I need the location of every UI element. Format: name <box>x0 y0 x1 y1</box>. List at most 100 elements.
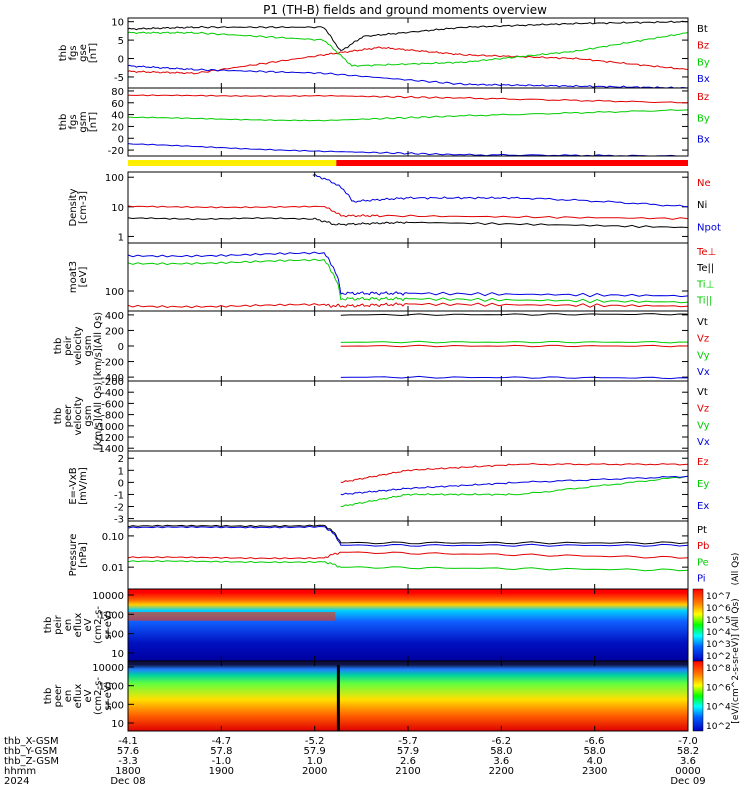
y-label-line: [mV/m] <box>78 467 89 505</box>
legend-entry: Te|| <box>696 263 714 274</box>
series-Ex <box>340 475 689 496</box>
x-row-value: Dec 09 <box>670 776 705 787</box>
panel-peir_spec: thb peir en eflux eV (cm2-s-sr-eV)10000100010… <box>43 588 741 724</box>
series-Bz <box>127 94 689 104</box>
panel-vel_elec: thb peer velocity gsm [km/s](All Qs)-200-400… <box>53 377 710 455</box>
y-tick-label: 0.10 <box>102 532 124 543</box>
legend-entry: Vt <box>697 317 708 328</box>
y-label-line: [eV] <box>78 267 89 288</box>
x-row-value: 57.9 <box>397 746 419 757</box>
y-tick-label: 0.01 <box>102 563 124 574</box>
legend-entry: Bz <box>697 41 709 52</box>
y-tick-label: -200 <box>101 358 124 369</box>
y-tick-label: 100 <box>105 700 124 711</box>
panel-temp: moat3 [eV] 100 Te⊥ Te|| Ti⊥ Ti|| <box>68 242 716 312</box>
x-row-value: 2.6 <box>400 756 416 767</box>
y-tick-label: 2 <box>118 454 124 465</box>
x-row-value: Dec 08 <box>110 776 145 787</box>
series-Bt <box>127 20 689 52</box>
y-tick-label: -400 <box>101 388 124 399</box>
y-label-line: [nPa] <box>78 542 89 568</box>
y-tick-label: 60 <box>111 99 124 110</box>
y-label-line: [km/s](All Qs) <box>93 312 104 380</box>
x-row-value: 2300 <box>582 766 607 777</box>
x-row-value: -3.3 <box>118 756 138 767</box>
series-Npot <box>312 174 689 208</box>
panel-frame <box>127 520 689 590</box>
legend-entry: Ti⊥ <box>696 279 714 290</box>
spectrogram-gap <box>336 665 340 731</box>
y-tick-label: 10 <box>111 18 124 29</box>
legend-entry: Pb <box>697 541 709 552</box>
colorbar-peer_spec: 10^8 10^6 10^4 10^2 <box>692 660 731 732</box>
legend-entry: Vx <box>697 367 710 378</box>
y-tick-label: 1 <box>118 232 124 243</box>
y-tick-label: 0 <box>118 134 124 145</box>
y-label-line: eV <box>83 618 94 631</box>
y-label-line: eflux <box>73 684 84 709</box>
legend-entry: Te⊥ <box>696 247 716 258</box>
legend-entry: Vz <box>697 334 709 345</box>
y-label-line: peir <box>63 335 74 355</box>
y-tick-label: 10000 <box>92 663 124 674</box>
legend-entry: Ez <box>697 457 709 468</box>
colorbar-tick: 10^8 <box>706 664 731 674</box>
legend-entry: Ni <box>697 200 707 211</box>
y-tick-label: -400 <box>101 373 124 384</box>
panel-frame <box>127 450 689 522</box>
x-row-value: -4.1 <box>118 736 138 747</box>
series-Pe <box>127 560 689 572</box>
x-row-value: 57.9 <box>304 746 326 757</box>
legend-entry: By <box>697 57 710 68</box>
y-tick-label: -600 <box>101 399 124 410</box>
status-bar-red <box>336 160 688 166</box>
legend-entry: Bx <box>697 74 710 85</box>
y-tick-label: -800 <box>101 411 124 422</box>
y-tick-label: -1 <box>114 490 124 501</box>
legend-entry: Vz <box>697 404 709 415</box>
series-By <box>127 31 689 67</box>
x-row-value: 1900 <box>209 766 234 777</box>
x-axis-labels: thb_X-GSM -4.1 -4.7 -5.2 -5.7 -6.2 -6.6 -7.0 thb… <box>4 736 706 787</box>
x-row-value: -1.0 <box>212 756 232 767</box>
colorbar-tick: 10^5 <box>706 616 731 626</box>
y-tick-label: 100 <box>105 287 124 298</box>
y-tick-label: 0 <box>118 55 124 66</box>
x-row-label: thb_Z-GSM <box>4 756 59 767</box>
legend-entry: Pi <box>697 574 706 585</box>
x-row-label: hhmm <box>4 766 36 777</box>
status-bar-yellow <box>128 160 337 166</box>
series-Ey <box>340 475 689 508</box>
x-row-label: thb_X-GSM <box>4 736 59 747</box>
y-label-line: velocity <box>73 326 84 365</box>
colorbar-tick: 10^4 <box>706 703 731 713</box>
y-tick-label: 1 <box>118 466 124 477</box>
y-label-line: sr-eV) <box>103 681 114 710</box>
legend-entry: Npot <box>697 222 721 233</box>
panel-efield: E=-VxB [mV/m] 210-1 -2-3 Ez Ey Ex <box>68 450 709 526</box>
panel-frame <box>127 242 689 312</box>
colorbar-tick: 10^7 <box>706 592 731 602</box>
y-label-line: moat3 <box>68 261 79 293</box>
y-label-line: peer <box>53 684 64 708</box>
x-row-value: -6.6 <box>585 736 605 747</box>
series-Vx <box>340 375 689 380</box>
x-row-value: -7.0 <box>678 736 698 747</box>
series-Ti <box>127 258 689 304</box>
colorbar-tick: 10^6 <box>706 683 731 693</box>
y-label-line: thb <box>43 617 54 634</box>
spectrogram-peer_spec <box>128 661 688 731</box>
x-row-value: 58.2 <box>677 746 699 757</box>
x-row-value: 58.0 <box>584 746 606 757</box>
y-label-line: en <box>63 619 74 632</box>
y-label-line: E=-VxB <box>68 467 79 504</box>
y-label-line: peir <box>53 614 64 634</box>
y-tick-label: 5 <box>118 36 124 47</box>
panel-vel_ion: thb peir velocity gsm [km/s](All Qs) 400 200 0 -… <box>53 310 710 384</box>
y-label-line: thb <box>58 114 69 131</box>
y-tick-label: 200 <box>105 326 124 337</box>
y-label-line: gsm <box>83 405 94 426</box>
panel-fgs_gse: thb fgs gse [nT] 10 5 0 -5 Bt Bz By Bx <box>58 17 710 89</box>
